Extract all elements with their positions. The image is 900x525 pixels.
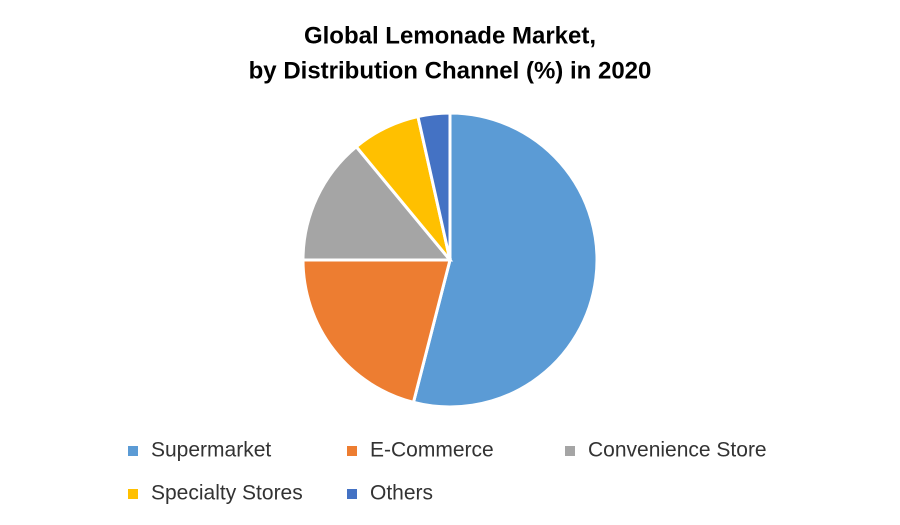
legend-swatch	[128, 446, 138, 456]
legend-swatch	[347, 446, 357, 456]
legend-label: E-Commerce	[370, 439, 494, 462]
legend-label: Specialty Stores	[151, 482, 303, 505]
chart-title: by Distribution Channel (%) in 2020	[249, 57, 652, 84]
chart-title: Global Lemonade Market,	[304, 22, 596, 49]
legend-swatch	[128, 489, 138, 499]
legend-swatch	[347, 489, 357, 499]
pie-slice	[411, 111, 599, 409]
pie-slice	[301, 144, 454, 262]
legend-label: Convenience Store	[588, 439, 767, 462]
pie-slice	[301, 258, 452, 405]
legend-swatch	[565, 446, 575, 456]
legend-label: Others	[370, 482, 433, 505]
legend-label: Supermarket	[151, 439, 271, 462]
pie-slice	[416, 111, 452, 261]
